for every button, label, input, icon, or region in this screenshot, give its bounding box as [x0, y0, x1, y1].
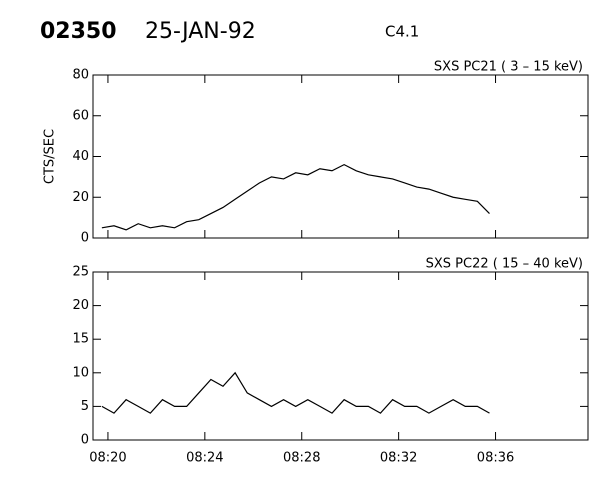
- x-tick-label: 08:36: [477, 451, 514, 466]
- line: [101, 371, 490, 414]
- y-tick-label: 80: [72, 68, 89, 83]
- line: [101, 163, 490, 231]
- y-tick-label: 40: [72, 149, 89, 164]
- plot-frame: [92, 74, 589, 239]
- x-tick-label: 08:24: [186, 451, 223, 466]
- y-tick-label: 60: [72, 108, 89, 123]
- y-tick-label: 5: [81, 399, 89, 414]
- panel-title: SXS PC22 ( 15 – 40 keV): [426, 257, 583, 272]
- y-tick-label: 0: [81, 231, 89, 246]
- header-id: 02350: [40, 19, 117, 44]
- header-class: C4.1: [385, 23, 419, 41]
- y-tick-label: 0: [81, 433, 89, 448]
- x-tick-label: 08:28: [283, 451, 320, 466]
- y-tick-label: 20: [72, 190, 89, 205]
- x-tick-label: 08:32: [380, 451, 417, 466]
- plot-frame: [92, 271, 589, 441]
- x-tick-label: 08:20: [89, 451, 126, 466]
- y-tick-label: 20: [72, 298, 89, 313]
- panel-title: SXS PC21 ( 3 – 15 keV): [434, 60, 583, 75]
- y-axis-label: CTS/SEC: [43, 129, 58, 184]
- header-date: 25-JAN-92: [145, 19, 256, 44]
- y-tick-label: 25: [72, 265, 89, 280]
- y-tick-label: 10: [72, 365, 89, 380]
- y-tick-label: 15: [72, 332, 89, 347]
